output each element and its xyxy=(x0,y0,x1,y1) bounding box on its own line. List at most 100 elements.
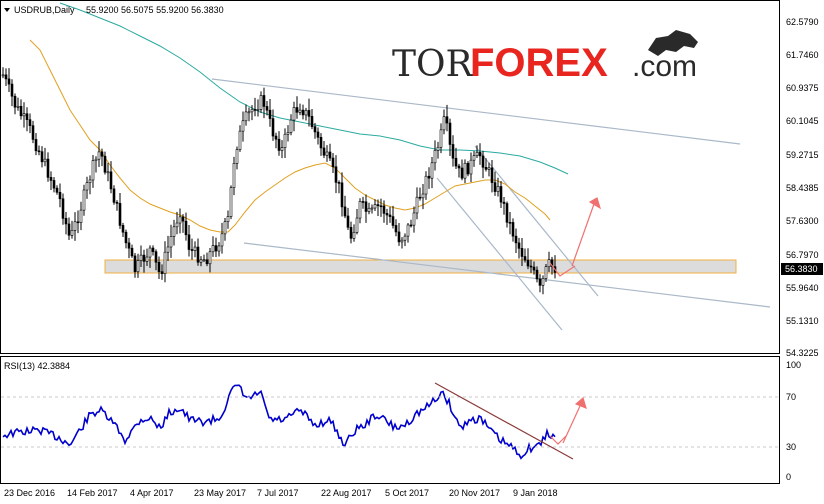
candle-body xyxy=(451,144,455,159)
candle-body xyxy=(97,151,101,160)
candle-body xyxy=(304,110,308,116)
candle-body xyxy=(259,95,263,110)
candle-body xyxy=(202,259,206,262)
candle-body xyxy=(274,135,278,140)
candle-body xyxy=(229,187,233,217)
candle-body xyxy=(493,182,497,192)
candle-body xyxy=(103,155,107,173)
candle-body xyxy=(346,215,350,228)
candle-body xyxy=(427,175,431,179)
date-tick: 20 Nov 2017 xyxy=(449,488,500,498)
candle-body xyxy=(109,171,113,190)
candle-body xyxy=(82,189,86,211)
candle-body xyxy=(271,118,275,137)
candle-body xyxy=(418,196,422,199)
candle-body xyxy=(547,259,551,268)
candle-body xyxy=(541,278,545,286)
candle-body xyxy=(280,147,284,151)
candle-body xyxy=(487,167,491,170)
candle-body xyxy=(517,242,521,249)
candle-body xyxy=(211,245,215,253)
candle-body xyxy=(172,226,176,237)
bull-bear-icon xyxy=(648,30,698,56)
candle-body xyxy=(100,151,104,157)
rsi-panel-frame xyxy=(0,356,780,484)
candle-body xyxy=(52,180,56,189)
candle-body xyxy=(250,109,254,113)
candle-body xyxy=(130,247,134,257)
candle-body xyxy=(511,222,515,237)
candle-body xyxy=(439,129,443,148)
candle-body xyxy=(508,221,512,224)
date-tick: 22 Aug 2017 xyxy=(321,488,372,498)
candle-body xyxy=(301,109,305,116)
candle-body xyxy=(382,205,386,214)
candle-body xyxy=(58,192,62,200)
candle-body xyxy=(205,259,209,265)
candle-body xyxy=(76,221,80,224)
candle-body xyxy=(286,132,290,135)
price-forecast-arrow xyxy=(571,203,595,267)
candle-body xyxy=(37,150,41,153)
candle-body xyxy=(7,78,11,85)
symbol-label: USDRUB,Daily xyxy=(14,5,75,15)
dropdown-triangle-icon[interactable] xyxy=(4,8,10,12)
candle-body xyxy=(22,113,26,117)
candle-body xyxy=(265,106,269,111)
price-tick: 62.5790 xyxy=(786,17,819,27)
rsi-level-lines xyxy=(1,396,779,448)
candle-body xyxy=(505,203,509,223)
candle-body xyxy=(298,109,302,113)
candle-body xyxy=(226,216,230,222)
candle-body xyxy=(475,151,479,156)
candle-body xyxy=(214,245,218,252)
candle-body xyxy=(415,196,419,214)
candle-body xyxy=(142,254,146,262)
candle-body xyxy=(148,247,152,258)
candle-body xyxy=(151,247,155,252)
candle-body xyxy=(268,109,272,119)
current-price-label: 56.3830 xyxy=(785,264,818,274)
date-tick: 23 Dec 2016 xyxy=(4,488,55,498)
candlestick-series xyxy=(1,67,557,295)
candle-body xyxy=(349,227,353,239)
date-tick: 14 Feb 2017 xyxy=(67,488,118,498)
main-panel-frame xyxy=(0,0,780,354)
rsi-axis: 100 70 30 0 xyxy=(786,360,801,482)
candle-body xyxy=(1,74,5,77)
candle-body xyxy=(154,251,158,263)
candle-body xyxy=(325,151,329,156)
price-tick: 55.9640 xyxy=(786,283,819,293)
candle-body xyxy=(289,119,293,133)
candle-body xyxy=(196,246,200,263)
candle-body xyxy=(424,175,428,195)
candle-body xyxy=(184,220,188,236)
candle-body xyxy=(235,149,239,164)
rsi-tick: 0 xyxy=(786,472,791,482)
candle-body xyxy=(40,151,44,163)
candle-body xyxy=(340,182,344,208)
price-tick: 58.4385 xyxy=(786,183,819,193)
candle-body xyxy=(433,150,437,164)
rsi-dip-arrow xyxy=(549,435,567,445)
descending-channel-lower xyxy=(436,177,563,331)
candle-body xyxy=(331,157,335,168)
candle-body xyxy=(241,120,245,132)
candle-body xyxy=(124,231,128,244)
candle-body xyxy=(238,130,242,150)
candle-body xyxy=(460,167,464,179)
candle-body xyxy=(253,109,257,111)
price-tick: 59.2715 xyxy=(786,150,819,160)
candle-body xyxy=(496,186,500,192)
candle-body xyxy=(10,83,14,97)
candle-body xyxy=(67,223,71,236)
ma-long-line xyxy=(59,2,569,175)
candle-body xyxy=(385,213,389,216)
current-price-tag xyxy=(781,263,823,275)
candle-body xyxy=(391,216,395,226)
price-tick: 56.7970 xyxy=(786,250,819,260)
candle-body xyxy=(94,158,98,161)
candle-body xyxy=(358,201,362,219)
ohlc-label: 55.9200 56.5075 55.9200 56.3830 xyxy=(86,5,224,15)
price-axis: 62.5790 61.7460 60.9375 60.1045 59.2715 … xyxy=(781,17,823,358)
